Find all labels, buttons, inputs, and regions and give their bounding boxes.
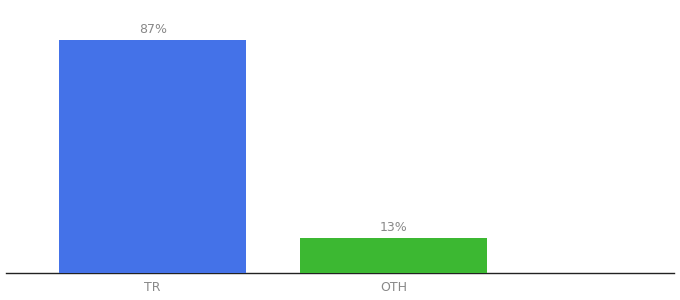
Text: 13%: 13% — [379, 221, 407, 234]
Bar — [300, 238, 487, 273]
Bar — [59, 40, 246, 273]
Text: 87%: 87% — [139, 23, 167, 36]
